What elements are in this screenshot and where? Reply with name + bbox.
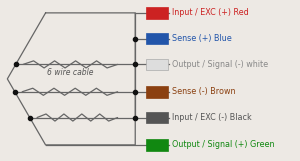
FancyBboxPatch shape xyxy=(146,59,168,70)
Text: Output / Signal (+) Green: Output / Signal (+) Green xyxy=(172,140,274,149)
FancyBboxPatch shape xyxy=(146,112,168,123)
FancyBboxPatch shape xyxy=(146,7,168,19)
FancyBboxPatch shape xyxy=(146,33,168,44)
Text: Input / EXC (+) Red: Input / EXC (+) Red xyxy=(172,8,249,17)
FancyBboxPatch shape xyxy=(146,86,168,98)
FancyBboxPatch shape xyxy=(146,139,168,151)
Text: 6 wire cable: 6 wire cable xyxy=(47,68,94,77)
Text: Output / Signal (-) white: Output / Signal (-) white xyxy=(172,60,268,69)
Text: Sense (+) Blue: Sense (+) Blue xyxy=(172,34,232,43)
Text: Sense (-) Brown: Sense (-) Brown xyxy=(172,87,236,96)
Text: Input / EXC (-) Black: Input / EXC (-) Black xyxy=(172,113,252,122)
